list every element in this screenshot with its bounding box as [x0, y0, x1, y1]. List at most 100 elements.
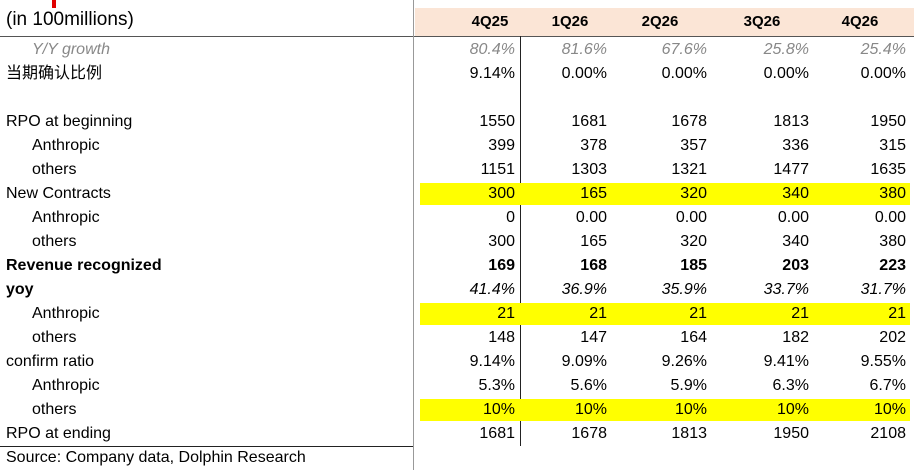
cell-value: 165 [580, 185, 607, 202]
cell-value: 9.14% [469, 65, 515, 82]
cell-value: 21 [888, 305, 906, 322]
cell-value: 0.00 [874, 209, 906, 226]
row-label: others [32, 233, 77, 250]
cell-value: 1550 [479, 113, 515, 130]
cell-value: 21 [589, 305, 607, 322]
cell-value: 164 [680, 329, 707, 346]
cell-value: 5.3% [478, 377, 515, 394]
cell-value: 315 [879, 137, 906, 154]
cell-value: 21 [791, 305, 809, 322]
cell-value: 67.6% [661, 41, 707, 58]
header-rule [0, 36, 914, 37]
cell-value: 1681 [571, 113, 607, 130]
cell-value: 169 [488, 257, 515, 274]
cell-value: 336 [782, 137, 809, 154]
highlight [420, 303, 910, 325]
cell-value: 1477 [773, 161, 809, 178]
cell-value: 25.4% [860, 41, 906, 58]
column-header: 4Q26 [841, 13, 879, 30]
column-header: 3Q26 [743, 13, 781, 30]
cell-value: 203 [782, 257, 809, 274]
row-label: Anthropic [32, 377, 100, 394]
column-header: 4Q25 [471, 13, 509, 30]
source-note: Source: Company data, Dolphin Research [6, 449, 306, 466]
cell-value: 300 [488, 233, 515, 250]
cell-value: 21 [689, 305, 707, 322]
cell-value: 320 [680, 233, 707, 250]
cell-value: 36.9% [561, 281, 607, 298]
cell-value: 5.6% [570, 377, 607, 394]
footer-rule [0, 446, 413, 447]
cell-value: 5.9% [670, 377, 707, 394]
cell-value: 182 [782, 329, 809, 346]
cell-value: 380 [879, 233, 906, 250]
row-label: Revenue recognized [6, 257, 162, 274]
highlight [420, 183, 910, 205]
cell-value: 1678 [571, 425, 607, 442]
cell-value: 21 [497, 305, 515, 322]
cell-value: 6.3% [772, 377, 809, 394]
cell-value: 1950 [773, 425, 809, 442]
highlight [420, 399, 910, 421]
cell-value: 1151 [480, 161, 515, 178]
cell-value: 399 [488, 137, 515, 154]
row-label: Anthropic [32, 209, 100, 226]
cell-value: 0.00% [860, 65, 906, 82]
cell-value: 33.7% [763, 281, 809, 298]
cell-value: 223 [879, 257, 906, 274]
marker [52, 0, 56, 8]
cell-value: 35.9% [661, 281, 707, 298]
cell-value: 340 [782, 185, 809, 202]
cell-value: 1813 [671, 425, 707, 442]
cell-value: 2108 [870, 425, 906, 442]
cell-value: 0.00% [661, 65, 707, 82]
cell-value: 148 [488, 329, 515, 346]
cell-value: 202 [879, 329, 906, 346]
cell-value: 380 [879, 185, 906, 202]
cell-value: 9.14% [469, 353, 515, 370]
cell-value: 1303 [571, 161, 607, 178]
cell-value: 10% [574, 401, 607, 418]
row-label: confirm ratio [6, 353, 95, 370]
cell-value: 340 [782, 233, 809, 250]
row-label: Anthropic [32, 305, 100, 322]
cell-value: 357 [680, 137, 707, 154]
row-label: 当期确认比例 [6, 65, 103, 82]
header-band [415, 8, 914, 36]
column-divider [520, 36, 521, 446]
cell-value: 9.55% [860, 353, 906, 370]
cell-value: 1681 [479, 425, 515, 442]
cell-value: 6.7% [869, 377, 906, 394]
row-label: Y/Y growth [32, 41, 110, 58]
cell-value: 165 [580, 233, 607, 250]
cell-value: 378 [580, 137, 607, 154]
cell-value: 9.41% [763, 353, 809, 370]
cell-value: 1813 [773, 113, 809, 130]
cell-value: 9.26% [661, 353, 707, 370]
cell-value: 0 [506, 209, 515, 226]
cell-value: 10% [674, 401, 707, 418]
cell-value: 185 [680, 257, 707, 274]
table-title: (in 100millions) [6, 9, 134, 30]
cell-value: 10% [482, 401, 515, 418]
cell-value: 10% [873, 401, 906, 418]
cell-value: 9.09% [561, 353, 607, 370]
cell-value: 1678 [671, 113, 707, 130]
row-label: Anthropic [32, 137, 100, 154]
cell-value: 0.00 [777, 209, 809, 226]
row-label: RPO at beginning [6, 113, 133, 130]
row-label: RPO at ending [6, 425, 111, 442]
cell-value: 0.00% [561, 65, 607, 82]
cell-value: 31.7% [860, 281, 906, 298]
cell-value: 41.4% [469, 281, 515, 298]
cell-value: 1321 [671, 161, 707, 178]
row-label: others [32, 161, 77, 178]
row-label: New Contracts [6, 185, 111, 202]
cell-value: 0.00 [675, 209, 707, 226]
cell-value: 168 [580, 257, 607, 274]
column-divider [413, 0, 414, 470]
cell-value: 0.00 [575, 209, 607, 226]
cell-value: 81.6% [561, 41, 607, 58]
cell-value: 1950 [870, 113, 906, 130]
